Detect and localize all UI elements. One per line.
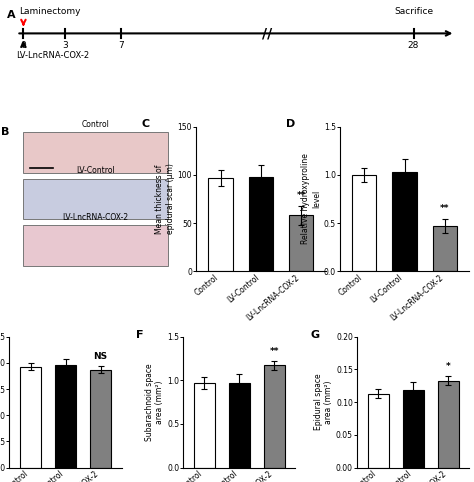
Bar [20,366,41,468]
Text: NS: NS [93,352,108,361]
Bar [23,179,168,219]
Text: **: ** [270,347,279,356]
Text: LV-LncRNA-COX-2: LV-LncRNA-COX-2 [17,51,90,60]
Text: 28: 28 [408,40,419,50]
Bar [289,215,313,271]
Text: G: G [310,330,319,340]
Bar [249,177,273,271]
Bar [194,383,215,468]
Text: C: C [142,120,150,130]
Bar [55,365,76,468]
Bar [368,394,389,468]
Y-axis label: Mean thickness of
epidural scar (μm): Mean thickness of epidural scar (μm) [155,163,175,234]
Y-axis label: Subarachnoid space
area (mm²): Subarachnoid space area (mm²) [145,363,164,441]
Text: 0: 0 [20,40,26,50]
Text: **: ** [440,204,450,214]
Text: F: F [136,330,144,340]
Text: B: B [1,127,9,137]
Y-axis label: Relative hydroxyproline
level: Relative hydroxyproline level [301,154,321,244]
Text: LV-Control: LV-Control [76,166,115,175]
Text: *: * [446,362,451,371]
Bar [264,365,285,468]
Bar [229,383,250,468]
Bar [23,225,168,266]
Text: LV-LncRNA-COX-2: LV-LncRNA-COX-2 [63,213,129,222]
Text: 3: 3 [63,40,68,50]
Bar [90,370,111,468]
Bar [403,390,424,468]
Text: Sacrifice: Sacrifice [394,7,433,16]
Text: D: D [286,120,295,130]
Text: Laminectomy: Laminectomy [19,7,81,16]
Text: 7: 7 [118,40,124,50]
Bar [209,178,233,271]
Text: //: // [262,27,273,40]
Bar [352,175,376,271]
Bar [23,133,168,173]
Bar [433,226,457,271]
Text: Control: Control [82,120,109,129]
Bar [438,380,459,468]
Bar [392,172,417,271]
Text: A: A [7,10,15,20]
Y-axis label: Epidural space
area (mm²): Epidural space area (mm²) [314,374,333,430]
Text: **: ** [297,191,306,200]
